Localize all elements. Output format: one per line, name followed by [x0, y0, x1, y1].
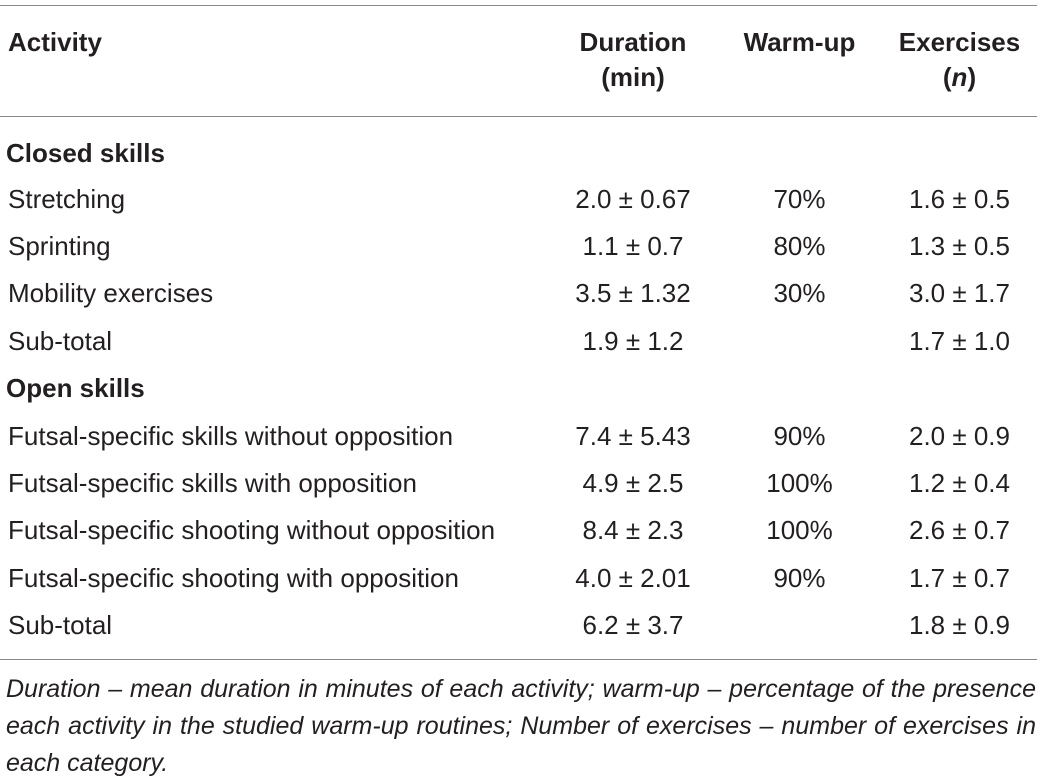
row-activity: Sprinting [8, 231, 111, 261]
row-warmup: 90% [773, 563, 826, 593]
row-activity: Futsal-specific shooting with opposition [8, 563, 459, 593]
header-exercises-line1: Exercises [898, 27, 1021, 57]
row-activity: Sub-total [8, 326, 113, 356]
row-duration: 2.0 ± 0.67 [575, 184, 691, 214]
row-exercises: 1.2 ± 0.4 [908, 468, 1010, 498]
row-exercises: 2.0 ± 0.9 [908, 421, 1010, 451]
row-activity: Futsal-specific shooting without opposit… [8, 515, 496, 545]
row-activity: Stretching [8, 184, 126, 214]
row-exercises: 1.7 ± 1.0 [908, 326, 1010, 356]
row-duration: 1.9 ± 1.2 [582, 326, 684, 356]
row-duration: 4.0 ± 2.01 [575, 563, 691, 593]
row-activity: Sub-total [8, 610, 113, 640]
row-exercises: 1.8 ± 0.9 [908, 610, 1010, 640]
row-exercises: 3.0 ± 1.7 [908, 278, 1010, 308]
row-exercises: 1.6 ± 0.5 [908, 184, 1010, 214]
header-exercises-line2: (n) [942, 62, 977, 92]
section-title: Closed skills [6, 138, 165, 168]
row-exercises: 1.7 ± 0.7 [908, 563, 1010, 593]
row-warmup: 70% [773, 184, 826, 214]
table-footnote: Duration – mean duration in minutes of e… [6, 675, 1036, 777]
header-duration-line2: (min) [601, 62, 665, 92]
row-duration: 3.5 ± 1.32 [575, 278, 691, 308]
header-duration: Duration (min) [543, 27, 723, 92]
row-duration: 4.9 ± 2.5 [582, 468, 684, 498]
row-activity: Futsal-specific skills with opposition [8, 468, 417, 498]
table-bottom-rule [0, 659, 1037, 660]
row-warmup: 30% [773, 278, 826, 308]
header-activity: Activity [8, 27, 102, 57]
row-activity: Futsal-specific skills without oppositio… [8, 421, 454, 451]
header-warmup: Warm-up [743, 27, 856, 57]
row-duration: 8.4 ± 2.3 [582, 515, 684, 545]
header-exercises-n: n [951, 62, 968, 92]
row-exercises: 1.3 ± 0.5 [908, 231, 1010, 261]
row-warmup: 80% [773, 231, 826, 261]
row-duration: 6.2 ± 3.7 [582, 610, 684, 640]
row-activity: Mobility exercises [8, 278, 214, 308]
row-warmup: 90% [773, 421, 826, 451]
header-rule [0, 116, 1037, 117]
table-top-rule [0, 5, 1037, 6]
section-title: Open skills [6, 373, 145, 403]
row-warmup: 100% [766, 468, 833, 498]
row-warmup: 100% [766, 515, 833, 545]
header-duration-line1: Duration [579, 27, 687, 57]
row-duration: 7.4 ± 5.43 [575, 421, 691, 451]
header-exercises: Exercises (n) [878, 27, 1041, 92]
row-exercises: 2.6 ± 0.7 [908, 515, 1010, 545]
row-duration: 1.1 ± 0.7 [582, 231, 684, 261]
